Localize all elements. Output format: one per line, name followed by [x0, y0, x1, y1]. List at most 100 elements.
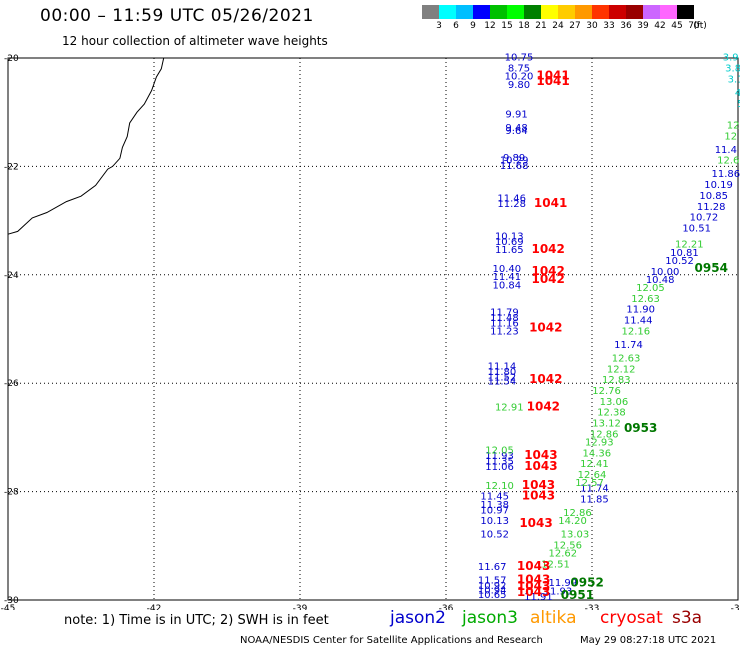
colorbar-swatch [490, 5, 507, 19]
data-label-jason2: 10.13 [495, 232, 524, 243]
data-label-jason2: 11.28 [497, 199, 526, 210]
colorbar-label: 6 [453, 21, 459, 31]
colorbar-unit: (ft) [693, 21, 707, 31]
colorbar-label: 3 [436, 21, 442, 31]
colorbar [422, 5, 694, 19]
data-label-jason2: 11.52 [488, 372, 517, 383]
data-label-jason3: 12.83 [602, 375, 631, 386]
data-label-jason2: 11.23 [490, 326, 519, 337]
data-label-jason3: 14.36 [583, 448, 612, 459]
colorbar-label: 24 [552, 21, 564, 31]
credit-line: NOAA/NESDIS Center for Satellite Applica… [240, 635, 543, 646]
chart-title: 00:00 – 11:59 UTC 05/26/2021 [40, 6, 314, 26]
data-label-cryosat: 1042 [531, 264, 564, 278]
colorbar-label: 12 [484, 21, 496, 31]
y-tick-label: -30 [4, 596, 19, 606]
data-label-jason2: 11.4 [715, 145, 737, 156]
data-label-edge: 3.1 [728, 74, 740, 85]
y-tick-label: -24 [4, 271, 19, 281]
data-label-cryosat: 1042 [527, 399, 560, 413]
data-label-jason3: 12.10 [485, 481, 514, 492]
data-label-cryosat: 1043 [517, 573, 550, 587]
data-label-jason2: 11.68 [500, 161, 529, 172]
data-label-jason2: 11.35 [485, 457, 514, 468]
y-tick-label: -28 [4, 488, 19, 498]
data-label-jason2: 10.75 [505, 53, 534, 64]
data-label-jason2: 10.13 [480, 516, 509, 527]
data-label-jason2: 9.80 [508, 80, 530, 91]
data-label-jason2: 10.52 [665, 256, 694, 267]
colorbar-swatch [592, 5, 609, 19]
data-label-jason2: 10.29 [500, 156, 529, 167]
y-tick-label: -22 [4, 162, 19, 172]
data-label-cryosat: 1043 [522, 478, 555, 492]
data-label-jason3: 12 [724, 131, 737, 142]
colorbar-swatch [541, 5, 558, 19]
data-label-jason2: 11.93 [485, 451, 514, 462]
y-tick-label: -20 [4, 54, 19, 64]
data-label-jason3: 12.56 [553, 541, 582, 552]
mission-cryosat: cryosat [600, 608, 663, 628]
data-label-jason3: 13.03 [561, 530, 590, 541]
mission-s3a: s3a [672, 608, 703, 628]
data-label-cryosat: 1043 [517, 579, 550, 593]
colorbar-label: 70 [688, 21, 700, 31]
data-label-jason3: 12.57 [575, 478, 604, 489]
data-label-jason2: 11.80 [488, 367, 517, 378]
data-label-edge: 4 [735, 88, 740, 99]
colorbar-label: 42 [654, 21, 666, 31]
data-label-jason2: 11.74 [580, 484, 609, 495]
data-label-jason3: 12.41 [580, 459, 609, 470]
data-label-jason3: 12.63 [612, 354, 641, 365]
data-label-jason3: 12.93 [585, 438, 614, 449]
colorbar-swatch [660, 5, 677, 19]
colorbar-label: 45 [671, 21, 683, 31]
data-label-jason2: 11.54 [488, 376, 517, 387]
data-label-cryosat: 1041 [536, 74, 569, 88]
data-label-cryosat: 1042 [529, 372, 562, 386]
data-label-jason3: 13.06 [600, 397, 629, 408]
data-label-cryosat: 1042 [531, 242, 564, 256]
data-label-cryosat: 1043 [517, 559, 550, 573]
data-label-s3a: 0954 [695, 261, 728, 275]
colorbar-swatch [626, 5, 643, 19]
colorbar-swatch [558, 5, 575, 19]
colorbar-label: 33 [603, 21, 615, 31]
data-label-cryosat: 1041 [536, 69, 569, 83]
colorbar-swatch [643, 5, 660, 19]
data-label-jason2: 11.65 [495, 245, 524, 256]
data-label-jason3: 13.12 [592, 419, 621, 430]
colorbar-label: 18 [518, 21, 530, 31]
data-label-jason2: 11.93 [544, 587, 573, 598]
colorbar-label: 9 [470, 21, 476, 31]
data-label-jason3: 12.51 [541, 559, 570, 570]
data-label-jason2: 10.00 [651, 267, 680, 278]
data-label-jason2: 10.40 [493, 264, 522, 275]
mission-jason3: jason3 [462, 608, 518, 628]
data-label-jason2: 11.67 [478, 562, 507, 573]
data-label-cryosat: 1043 [519, 516, 552, 530]
x-tick-label: -45 [1, 604, 16, 610]
data-label-jason2: 11.41 [493, 272, 522, 283]
data-label-jason2: 11.44 [624, 316, 653, 327]
colorbar-labels: 3 6 9 12 15 18 21 24 27 30 33 36 39 42 45 70 (ft) [422, 21, 740, 33]
data-label-edge: 5 [737, 99, 740, 110]
data-label-edge: 3.8 [725, 64, 740, 75]
data-label-jason2: 11.79 [490, 307, 519, 318]
data-label-jason2: 10.52 [480, 530, 509, 541]
data-label-cryosat: 1042 [531, 272, 564, 286]
coastline [7, 57, 165, 235]
data-label-jason2: 10.69 [495, 237, 524, 248]
data-label-cryosat: 1043 [522, 489, 555, 503]
colorbar-swatch [473, 5, 490, 19]
data-label-jason3: 12.91 [495, 402, 524, 413]
chart-subtitle: 12 hour collection of altimeter wave hei… [62, 34, 328, 48]
data-label-jason3: 12.38 [597, 408, 626, 419]
timestamp: May 29 08:27:18 UTC 2021 [580, 635, 717, 646]
data-label-s3a: 0952 [570, 575, 603, 589]
x-tick-label: -33 [585, 604, 600, 610]
data-label-cryosat: 1042 [529, 321, 562, 335]
colorbar-label: 30 [586, 21, 598, 31]
colorbar-swatch [524, 5, 541, 19]
data-label-jason3: 12.62 [548, 549, 577, 560]
